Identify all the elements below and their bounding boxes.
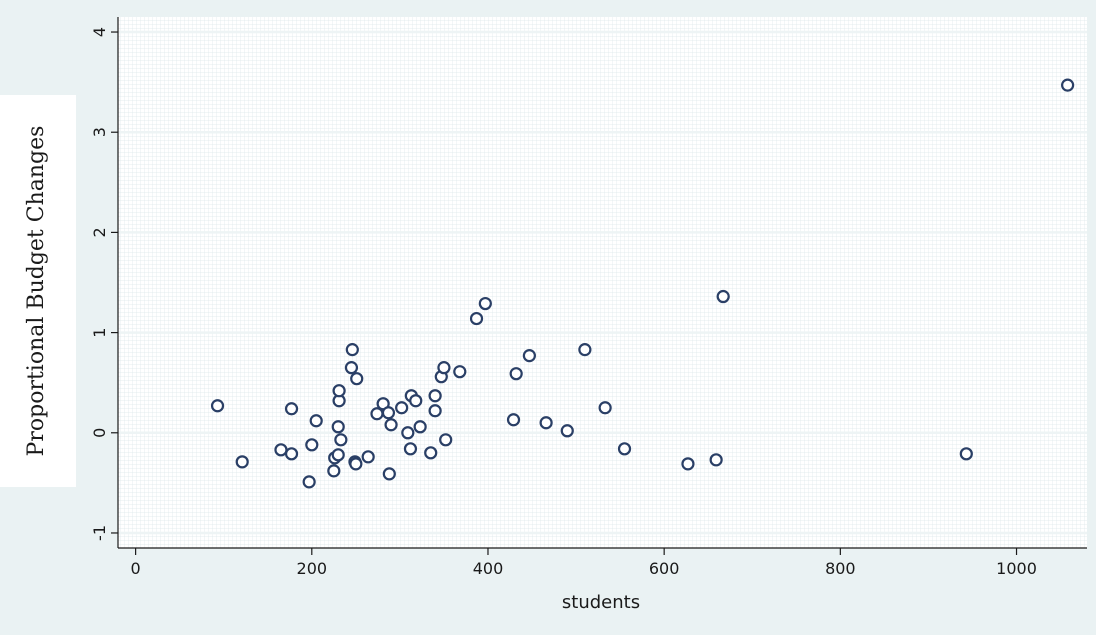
data-point xyxy=(210,399,225,413)
data-point xyxy=(331,420,345,434)
data-point xyxy=(284,447,299,461)
data-point xyxy=(274,443,288,457)
data-point xyxy=(331,448,345,462)
x-tick-label: 0 xyxy=(131,559,141,578)
data-point xyxy=(344,361,359,375)
data-point xyxy=(305,438,319,452)
data-point xyxy=(469,311,484,326)
axes xyxy=(117,17,1087,549)
data-point xyxy=(381,406,396,420)
ylabel-panel xyxy=(0,95,76,487)
x-axis-title: students xyxy=(562,592,640,613)
data-point xyxy=(327,464,341,478)
data-point xyxy=(409,394,423,408)
data-point xyxy=(478,296,492,311)
data-point xyxy=(439,433,453,447)
data-point xyxy=(560,424,574,438)
data-point xyxy=(522,349,536,363)
y-tick-label: 4 xyxy=(90,27,109,37)
data-point xyxy=(384,418,398,432)
y-axis-title: Proportional Budget Changes xyxy=(24,126,49,457)
data-point xyxy=(617,442,632,456)
y-tick-label: 0 xyxy=(90,428,109,438)
x-tick-label: 200 xyxy=(297,559,328,578)
data-point xyxy=(302,475,316,489)
data-point xyxy=(539,416,553,430)
plot-area xyxy=(118,17,1087,548)
data-point xyxy=(509,367,523,381)
data-point xyxy=(235,455,249,469)
data-point xyxy=(578,343,592,357)
data-point xyxy=(332,384,346,398)
data-point xyxy=(334,433,348,447)
y-tick-label: 3 xyxy=(90,127,109,137)
data-point xyxy=(284,402,299,416)
y-tick-label: 1 xyxy=(90,328,109,338)
data-point xyxy=(453,365,467,379)
y-tick-label: -1 xyxy=(90,525,109,541)
data-point xyxy=(382,467,396,481)
x-tick-label: 600 xyxy=(649,559,680,578)
data-point xyxy=(349,457,363,471)
data-point xyxy=(598,401,612,415)
data-point xyxy=(428,389,442,403)
data-point xyxy=(709,453,723,467)
data-points xyxy=(210,78,1075,489)
x-ticks: 0 200 400 600 800 1000 xyxy=(131,548,1037,578)
data-point xyxy=(350,372,364,386)
horizontal-gridlines xyxy=(118,30,1087,535)
data-point xyxy=(959,447,973,461)
data-point xyxy=(395,401,409,415)
data-point xyxy=(345,343,359,357)
y-ticks: -1 0 1 2 3 4 xyxy=(90,27,118,541)
x-tick-label: 800 xyxy=(825,559,856,578)
x-tick-label: 400 xyxy=(473,559,504,578)
data-point xyxy=(413,420,427,434)
data-point xyxy=(361,450,375,464)
data-point xyxy=(681,457,695,471)
y-tick-label: 2 xyxy=(90,227,109,237)
data-point xyxy=(309,414,323,428)
data-point xyxy=(424,446,438,460)
data-point xyxy=(437,361,451,375)
data-point xyxy=(401,426,415,440)
data-point xyxy=(506,413,521,427)
data-point xyxy=(428,404,442,418)
data-point xyxy=(716,289,730,304)
data-point xyxy=(403,442,418,456)
data-point xyxy=(1061,78,1075,92)
x-tick-label: 1000 xyxy=(996,559,1037,578)
